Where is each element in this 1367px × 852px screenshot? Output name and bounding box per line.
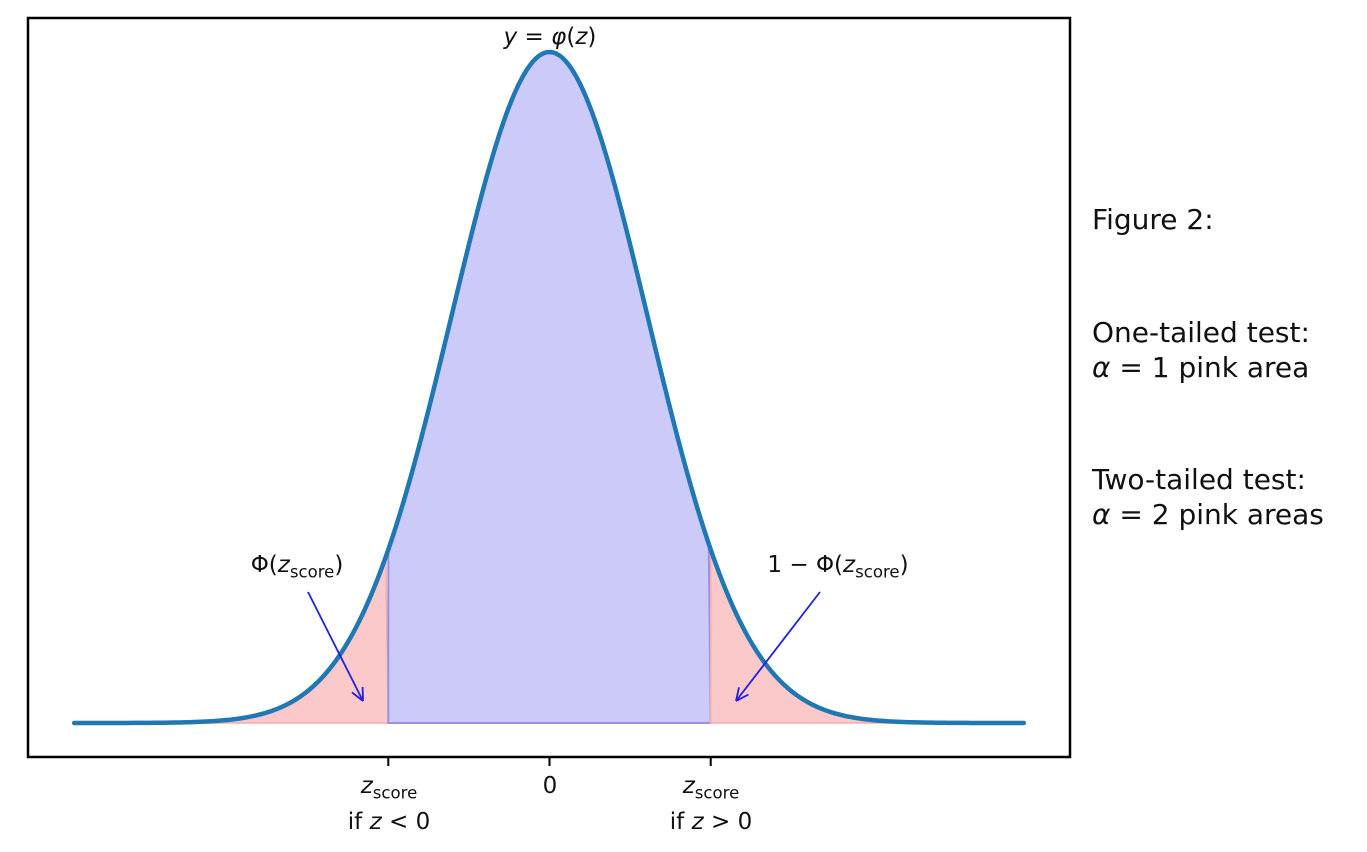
right-tail-arrow	[735, 591, 821, 702]
left-tail-annotation: Φ(zscore)	[250, 552, 344, 582]
var-z: z	[575, 24, 588, 50]
two-tailed-note: Two-tailed test: α = 2 pink areas	[1092, 463, 1324, 531]
alpha-symbol: α	[1092, 351, 1111, 384]
region-center	[387, 51, 712, 724]
one-tailed-note: One-tailed test: α = 1 pink area	[1092, 316, 1310, 384]
alpha-symbol: α	[1092, 498, 1111, 531]
var-y: y	[503, 24, 518, 50]
curve-equation-label: y = φ(z)	[503, 24, 597, 50]
phi-symbol: φ	[551, 24, 567, 50]
normal-pdf-curve	[71, 49, 1027, 726]
left-tail-arrow	[307, 591, 364, 702]
xtick-label-zero: 0	[542, 773, 558, 799]
xtick-label-negative-zscore: zscore if z < 0	[347, 773, 431, 835]
figure-caption-label: Figure 2:	[1092, 203, 1214, 236]
xtick-label-positive-zscore: zscore if z > 0	[669, 773, 753, 835]
right-tail-annotation: 1 − Φ(zscore)	[767, 552, 909, 582]
